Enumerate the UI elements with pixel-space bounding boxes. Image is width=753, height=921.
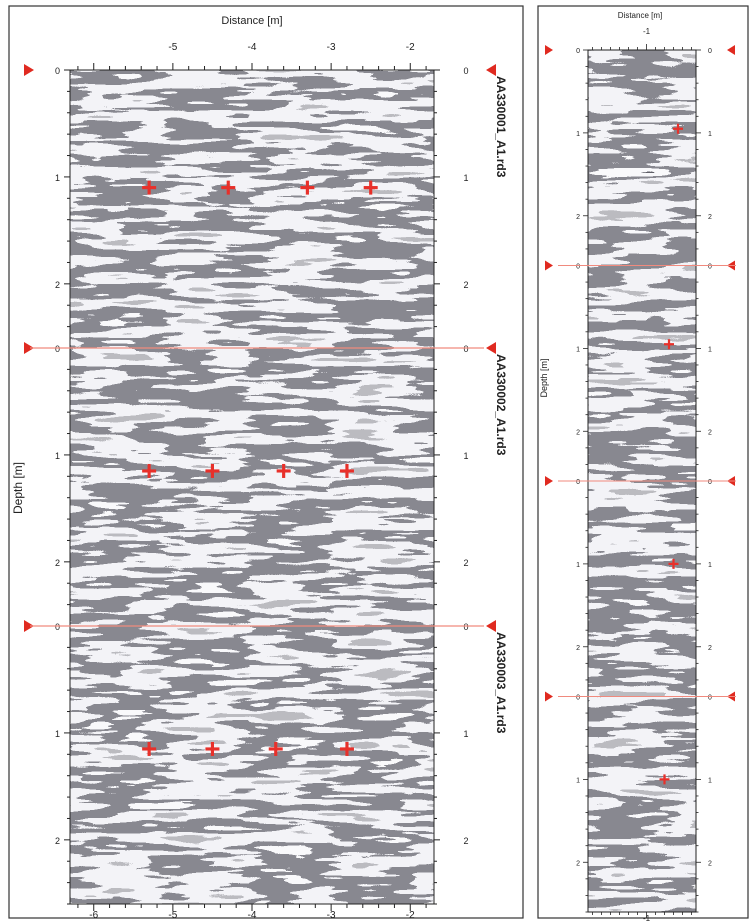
right-hyperbola-marker [668,558,679,569]
left-x-tick-label-top: -4 [248,42,257,53]
right-x-axis-title: Distance [m] [618,11,662,20]
left-y-tick-label-right: 1 [463,173,468,183]
left-hyperbola-marker [142,463,157,478]
left-x-tick-label-bottom: -4 [248,910,257,921]
left-hyperbola-marker [142,180,157,195]
left-x-tick-label-bottom: -6 [89,910,98,921]
right-x-tick-label-top: -1 [643,27,651,36]
left-section-filename: AA330001_A1.rd3 [494,76,508,178]
left-y-tick-label-left: 1 [55,173,60,183]
left-y-tick-label-left: 1 [55,451,60,461]
right-y-tick-label-left: 0 [576,264,580,271]
chart-marks-layer: -5 -4 -3 -2 -6 -5 -4 -3 -2 0 0 1 1 2 2 AA330001_A1.rd3 0… [24,27,736,921]
left-y-axis-title: Depth [m] [11,462,25,514]
right-section-start-marker-left [545,45,553,55]
left-hyperbola-marker [268,741,283,756]
left-hyperbola-marker [339,741,354,756]
left-y-tick-label-left: 2 [55,836,60,846]
left-hyperbola-marker [276,463,291,478]
left-x-tick-label-bottom: -3 [327,910,336,921]
left-hyperbola-marker [221,180,236,195]
right-y-tick-label-right: 1 [708,777,712,784]
right-y-tick-label-right: 0 [708,48,712,55]
right-y-tick-label-right: 2 [708,429,712,436]
left-x-tick-label-top: -2 [406,42,415,53]
right-hyperbola-marker [673,123,683,134]
right-y-tick-label-right: 0 [708,264,712,271]
right-y-tick-label-left: 1 [576,131,580,138]
left-y-tick-label-right: 1 [463,729,468,739]
left-section-start-marker-left [24,64,34,76]
left-section-start-marker-right [486,342,496,354]
left-section-start-marker-right [486,64,496,76]
left-x-tick-label-bottom: -5 [168,910,177,921]
left-section-start-marker-right [486,620,496,632]
left-y-tick-label-right: 2 [463,558,468,568]
right-y-axis-title: Depth [m] [539,358,549,397]
left-section-filename: AA330003_A1.rd3 [494,632,508,734]
left-x-tick-label-bottom: -2 [406,910,415,921]
left-radargram-image [70,70,434,904]
left-x-tick-label-top: -3 [327,42,336,53]
left-y-tick-label-right: 2 [463,836,468,846]
left-hyperbola-marker [339,463,354,478]
right-y-tick-label-left: 0 [576,48,580,55]
left-y-tick-label-right: 0 [463,622,468,632]
right-section-start-marker-left [545,691,553,702]
right-section-start-marker-left [545,476,553,486]
left-y-tick-label-left: 2 [55,280,60,290]
right-y-tick-label-left: 1 [576,777,580,784]
left-hyperbola-marker [300,180,315,195]
right-y-tick-label-left: 1 [576,346,580,353]
right-y-tick-label-left: 2 [576,429,580,436]
left-y-tick-label-left: 2 [55,558,60,568]
left-hyperbola-marker [205,741,220,756]
right-y-tick-label-right: 2 [708,860,712,867]
left-section-start-marker-left [24,620,34,632]
right-x-tick-label-bottom: -1 [643,914,651,921]
left-hyperbola-marker [205,463,220,478]
left-radargram-panel [69,69,435,905]
left-section-filename: AA330002_A1.rd3 [494,354,508,456]
left-y-tick-label-right: 1 [463,451,468,461]
right-y-tick-label-right: 1 [708,346,712,353]
right-hyperbola-marker [659,774,670,785]
right-y-tick-label-right: 2 [708,645,712,652]
right-y-tick-label-left: 1 [576,562,580,569]
left-x-tick-label-top: -5 [168,42,177,53]
right-y-tick-label-left: 0 [576,479,580,486]
right-y-tick-label-left: 2 [576,860,580,867]
left-y-tick-label-left: 0 [55,344,60,354]
right-hyperbola-marker [664,339,674,350]
right-y-tick-label-right: 0 [708,479,712,486]
right-y-tick-label-left: 2 [576,645,580,652]
left-y-tick-label-right: 0 [463,66,468,76]
left-section-start-marker-left [24,342,34,354]
right-y-tick-label-right: 0 [708,695,712,702]
right-section-start-marker-left [545,260,553,271]
left-y-tick-label-left: 0 [55,66,60,76]
right-y-tick-label-right: 1 [708,562,712,569]
left-x-axis-title: Distance [m] [221,15,282,27]
right-section-start-marker-right [727,45,735,55]
left-y-tick-label-left: 1 [55,729,60,739]
left-y-tick-label-right: 0 [463,344,468,354]
left-y-tick-label-left: 0 [55,622,60,632]
right-y-tick-label-right: 2 [708,214,712,221]
left-y-tick-label-right: 2 [463,280,468,290]
left-hyperbola-marker [142,741,157,756]
right-y-tick-label-left: 2 [576,214,580,221]
right-y-tick-label-right: 1 [708,131,712,138]
right-y-tick-label-left: 0 [576,695,580,702]
left-hyperbola-marker [363,180,378,195]
